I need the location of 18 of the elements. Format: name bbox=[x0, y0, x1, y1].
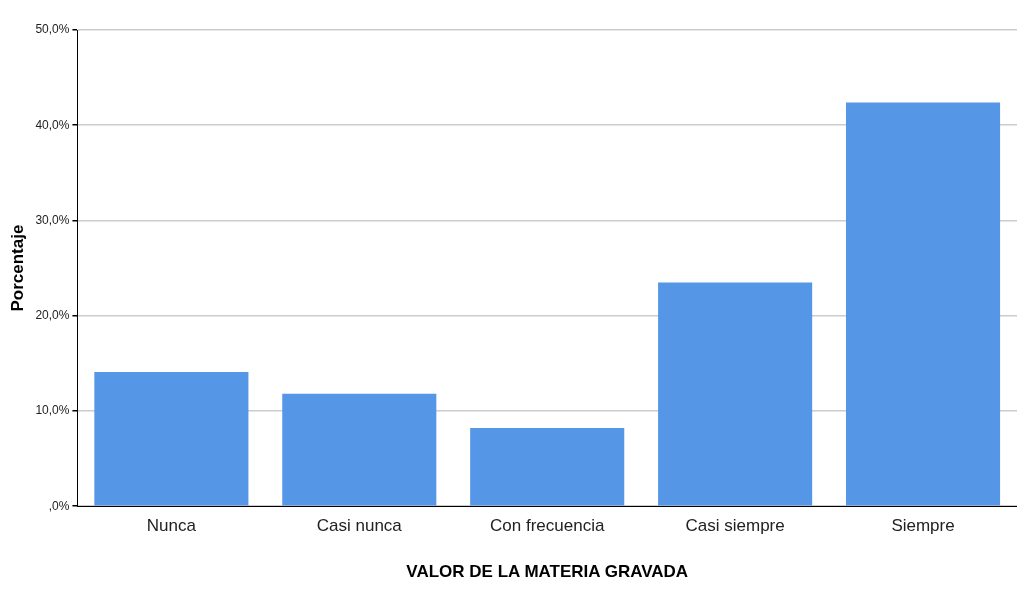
x-tick-label: Nunca bbox=[146, 516, 197, 536]
bar bbox=[658, 282, 813, 506]
y-tick-label: 40,0% bbox=[35, 117, 70, 132]
y-axis-title: Porcentaje bbox=[7, 224, 27, 312]
bar bbox=[470, 428, 625, 506]
x-tick-label: Siempre bbox=[891, 516, 955, 536]
x-tick-label: Casi nunca bbox=[316, 516, 403, 536]
y-tick-label: 20,0% bbox=[35, 308, 70, 323]
y-tick-label: 10,0% bbox=[35, 403, 70, 418]
y-tick-label: ,0% bbox=[48, 498, 70, 513]
bar bbox=[282, 393, 437, 506]
x-axis-title: VALOR DE LA MATERIA GRAVADA bbox=[406, 562, 689, 582]
bar bbox=[94, 371, 249, 506]
bar bbox=[846, 102, 1001, 506]
x-tick-label: Con frecuencia bbox=[490, 516, 605, 536]
x-tick-label: Casi siempre bbox=[685, 516, 785, 536]
y-tick-label: 30,0% bbox=[35, 212, 70, 227]
y-tick-label: 50,0% bbox=[35, 22, 70, 37]
